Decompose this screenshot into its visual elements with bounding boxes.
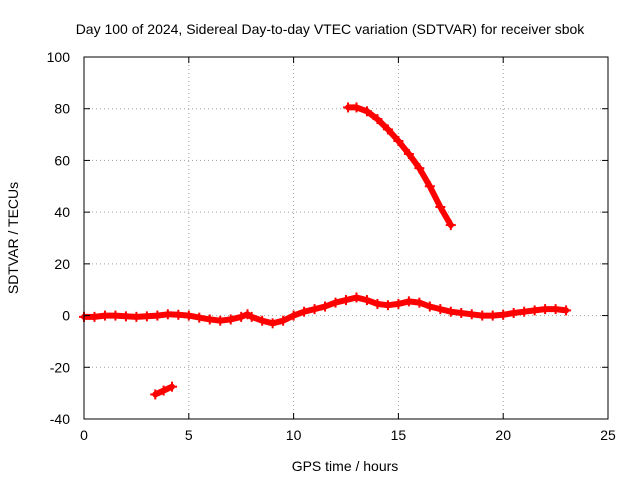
data-point: [173, 309, 184, 320]
data-point: [150, 389, 161, 400]
x-axis-label: GPS time / hours: [292, 458, 399, 474]
data-point: [267, 318, 278, 329]
x-tick-label-1: 5: [185, 427, 193, 443]
data-point: [162, 309, 173, 320]
data-point: [120, 311, 131, 322]
data-point: [320, 301, 331, 312]
data-point: [414, 297, 425, 308]
data-point: [299, 306, 310, 317]
data-point: [288, 310, 299, 321]
data-point: [361, 295, 372, 306]
data-point: [382, 300, 393, 311]
data-point: [278, 315, 289, 326]
data-layer: [79, 102, 572, 400]
data-point: [167, 381, 178, 392]
y-axis-label: SDTVAR / TECUs: [5, 182, 21, 294]
data-point: [343, 102, 354, 113]
data-point: [361, 106, 372, 117]
y-tick-label-0: -40: [50, 411, 70, 427]
y-tick-label-4: 40: [54, 204, 70, 220]
data-point: [215, 315, 226, 326]
data-point: [550, 304, 561, 315]
data-point: [424, 301, 435, 312]
data-point: [341, 295, 351, 306]
data-point: [131, 311, 142, 322]
grid-lines: [84, 57, 608, 419]
data-point: [99, 310, 110, 321]
data-point: [414, 163, 425, 174]
data-point: [158, 385, 169, 396]
data-point: [225, 314, 236, 325]
data-point: [445, 306, 456, 317]
data-point: [194, 312, 205, 323]
data-point: [508, 307, 519, 318]
data-point: [477, 310, 488, 321]
data-point: [435, 201, 446, 212]
data-point: [351, 292, 362, 303]
data-point: [519, 306, 530, 317]
data-point: [236, 311, 247, 322]
data-point: [445, 220, 456, 231]
plot-frame: [83, 56, 609, 420]
data-point: [393, 136, 404, 147]
chart-title: Day 100 of 2024, Sidereal Day-to-day VTE…: [76, 21, 586, 37]
data-point: [393, 298, 404, 309]
data-point: [351, 102, 362, 113]
data-point: [435, 304, 446, 315]
data-point: [183, 310, 194, 321]
data-point: [382, 124, 393, 135]
data-point: [487, 310, 498, 321]
x-tick-label-0: 0: [80, 427, 88, 443]
data-point: [403, 148, 414, 159]
y-tick-label-1: -20: [50, 359, 70, 375]
x-tick-label-5: 25: [600, 427, 616, 443]
data-point: [372, 298, 383, 309]
y-tick-label-2: 0: [62, 308, 70, 324]
data-point: [204, 314, 215, 325]
data-point: [246, 311, 257, 322]
y-tick-label-3: 20: [54, 256, 70, 272]
data-point: [561, 305, 572, 316]
axis-ticks: 0 5 10 15 20 25 -40 -20 0 20 40 60 80 100: [47, 49, 616, 443]
data-point: [466, 309, 477, 320]
y-tick-label-5: 60: [54, 152, 70, 168]
data-point: [456, 307, 467, 318]
data-point: [257, 315, 268, 326]
x-tick-label-2: 10: [286, 427, 302, 443]
x-tick-label-4: 20: [495, 427, 511, 443]
data-point: [330, 297, 341, 308]
data-point: [152, 310, 163, 321]
data-point: [309, 304, 320, 315]
data-point: [110, 310, 121, 321]
data-point: [403, 296, 414, 307]
x-tick-label-3: 15: [391, 427, 407, 443]
data-point: [372, 114, 383, 125]
data-point: [529, 305, 540, 316]
data-point: [498, 309, 509, 320]
data-point: [89, 311, 100, 322]
y-tick-label-6: 80: [54, 101, 70, 117]
y-tick-label-7: 100: [47, 49, 71, 65]
data-point: [424, 181, 435, 192]
data-point: [540, 304, 551, 315]
data-point: [141, 311, 152, 322]
